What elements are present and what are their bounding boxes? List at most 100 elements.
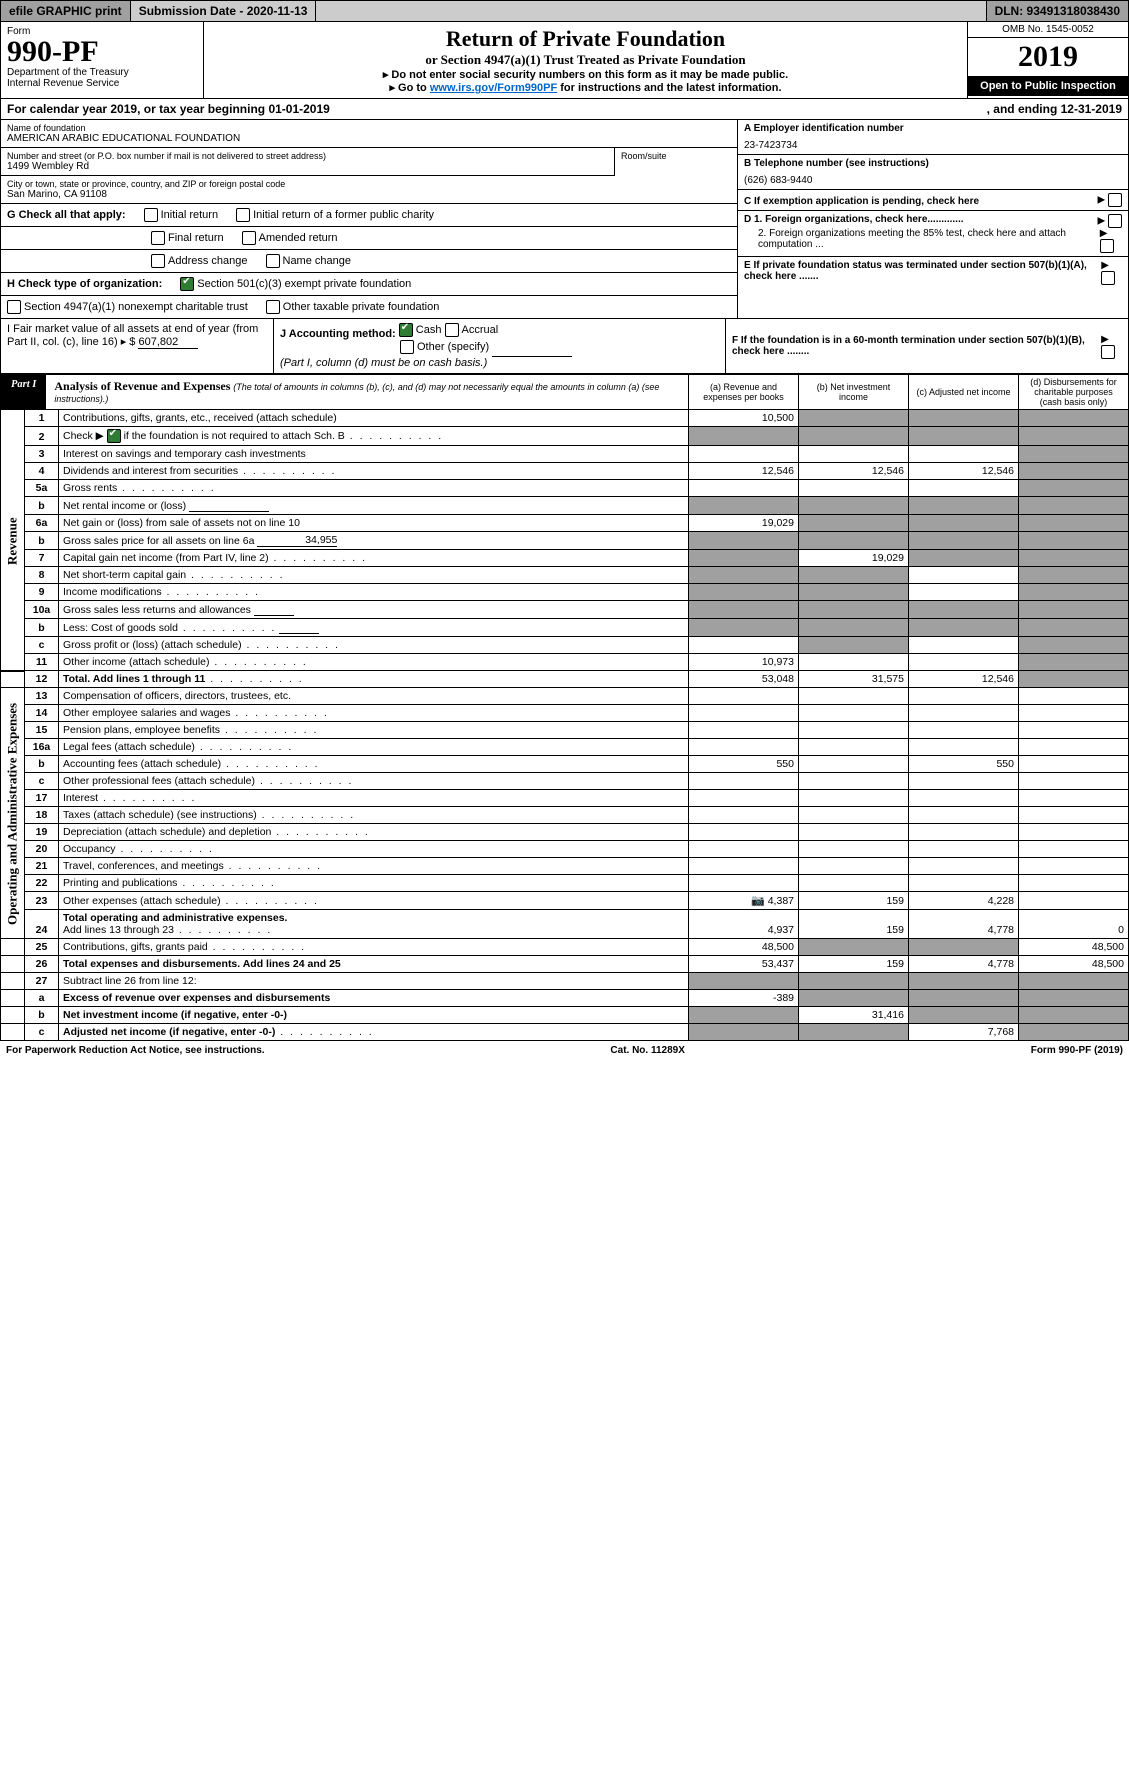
chk-sch-b[interactable]	[107, 429, 121, 443]
row-desc: Compensation of officers, directors, tru…	[59, 688, 689, 705]
cell-val: 4,937	[689, 910, 799, 939]
cell-val: 53,048	[689, 671, 799, 688]
paperwork-notice: For Paperwork Reduction Act Notice, see …	[6, 1045, 265, 1056]
e-label: E If private foundation status was termi…	[744, 260, 1101, 285]
calendar-year-row: For calendar year 2019, or tax year begi…	[0, 99, 1129, 120]
row-desc: Subtract line 26 from line 12:	[59, 973, 689, 990]
col-a-head: (a) Revenue and expenses per books	[689, 375, 799, 410]
cell-val: 19,029	[689, 515, 799, 532]
goto-line: ▸ Go to www.irs.gov/Form990PF for instru…	[214, 81, 957, 94]
form-header: Form 990-PF Department of the Treasury I…	[0, 22, 1129, 99]
row-desc: Other professional fees (attach schedule…	[59, 773, 689, 790]
irs: Internal Revenue Service	[7, 78, 197, 89]
cell-val: 10,973	[689, 654, 799, 671]
chk-amended-return[interactable]: Amended return	[242, 231, 338, 245]
chk-address-change[interactable]: Address change	[151, 254, 248, 268]
room-label: Room/suite	[621, 151, 731, 161]
chk-d2[interactable]	[1100, 239, 1114, 253]
row-desc: Taxes (attach schedule) (see instruction…	[59, 807, 689, 824]
row-num: 5a	[25, 480, 59, 497]
chk-4947a1[interactable]: Section 4947(a)(1) nonexempt charitable …	[7, 300, 248, 314]
identity-left: Name of foundation AMERICAN ARABIC EDUCA…	[1, 120, 737, 318]
chk-initial-return[interactable]: Initial return	[144, 208, 218, 222]
chk-other-method[interactable]: Other (specify)	[400, 340, 489, 354]
row-num: 16a	[25, 739, 59, 756]
row-desc: Gross sales less returns and allowances	[59, 601, 689, 619]
row-desc: Depreciation (attach schedule) and deple…	[59, 824, 689, 841]
row-num: 11	[25, 654, 59, 671]
form-number: 990-PF	[7, 37, 197, 67]
attachment-icon[interactable]: 📷	[751, 895, 765, 907]
chk-name-change[interactable]: Name change	[266, 254, 352, 268]
row-num: c	[25, 773, 59, 790]
tel-label: B Telephone number (see instructions)	[744, 158, 929, 169]
chk-e[interactable]	[1101, 271, 1115, 285]
ijf-row: I Fair market value of all assets at end…	[0, 319, 1129, 374]
foundation-name: AMERICAN ARABIC EDUCATIONAL FOUNDATION	[7, 133, 731, 144]
cell-val: 0	[1019, 910, 1129, 939]
form-ref: Form 990-PF (2019)	[1031, 1045, 1123, 1056]
top-bar: efile GRAPHIC print Submission Date - 20…	[0, 0, 1129, 22]
page-footer: For Paperwork Reduction Act Notice, see …	[0, 1041, 1129, 1060]
chk-f[interactable]	[1101, 345, 1115, 359]
ein-cell: A Employer identification number 23-7423…	[738, 120, 1128, 155]
row-desc: Legal fees (attach schedule)	[59, 739, 689, 756]
row-num: 23	[25, 892, 59, 910]
chk-other-taxable[interactable]: Other taxable private foundation	[266, 300, 440, 314]
cell-val: 10,500	[689, 410, 799, 427]
part1-tag: Part I	[1, 375, 46, 409]
row-num: 25	[25, 939, 59, 956]
row-desc: Excess of revenue over expenses and disb…	[59, 990, 689, 1007]
g-row-3: Address change Name change	[1, 250, 737, 273]
cell-val: 31,575	[799, 671, 909, 688]
row-desc: Net rental income or (loss)	[59, 497, 689, 515]
d2-label: 2. Foreign organizations meeting the 85%…	[758, 228, 1100, 253]
dept-treasury: Department of the Treasury	[7, 67, 197, 78]
chk-cash[interactable]: Cash	[399, 323, 442, 337]
d-cell: D 1. Foreign organizations, check here..…	[738, 211, 1128, 257]
cell-val: 4,778	[909, 910, 1019, 939]
city-state-zip: San Marino, CA 91108	[7, 189, 731, 200]
chk-final-return[interactable]: Final return	[151, 231, 224, 245]
chk-initial-former[interactable]: Initial return of a former public charit…	[236, 208, 434, 222]
cell-val: 159	[799, 956, 909, 973]
topbar-spacer	[316, 1, 986, 21]
chk-c[interactable]	[1108, 193, 1122, 207]
j-label: J Accounting method:	[280, 328, 396, 340]
header-center: Return of Private Foundation or Section …	[204, 22, 967, 98]
j-note: (Part I, column (d) must be on cash basi…	[280, 357, 487, 369]
row-desc: Check ▶ if the foundation is not require…	[59, 427, 689, 446]
row-desc: Gross profit or (loss) (attach schedule)	[59, 637, 689, 654]
row-desc: Interest	[59, 790, 689, 807]
ein-label: A Employer identification number	[744, 123, 904, 134]
chk-501c3[interactable]: Section 501(c)(3) exempt private foundat…	[180, 277, 411, 291]
row-desc: Interest on savings and temporary cash i…	[59, 446, 689, 463]
cell-val: 48,500	[1019, 939, 1129, 956]
efile-tag: efile GRAPHIC print	[1, 1, 131, 21]
identity-right: A Employer identification number 23-7423…	[737, 120, 1128, 318]
c-cell: C If exemption application is pending, c…	[738, 190, 1128, 211]
j-cell: J Accounting method: Cash Accrual Other …	[274, 319, 725, 373]
cell-val: 12,546	[799, 463, 909, 480]
revenue-label: Revenue	[1, 410, 25, 671]
row-desc: Accounting fees (attach schedule)	[59, 756, 689, 773]
row-desc: Printing and publications	[59, 875, 689, 892]
row-desc: Other expenses (attach schedule)	[59, 892, 689, 910]
row-desc: Total expenses and disbursements. Add li…	[59, 956, 689, 973]
chk-d1[interactable]	[1108, 214, 1122, 228]
row-desc: Contributions, gifts, grants, etc., rece…	[59, 410, 689, 427]
row-num: c	[25, 1024, 59, 1041]
row-num: b	[25, 532, 59, 550]
row-desc: Gross sales price for all assets on line…	[59, 532, 689, 550]
cell-val: 📷 4,387	[689, 892, 799, 910]
row-num: 13	[25, 688, 59, 705]
ein-value: 23-7423734	[744, 134, 1122, 151]
goto-link[interactable]: www.irs.gov/Form990PF	[430, 82, 557, 94]
row-desc: Pension plans, employee benefits	[59, 722, 689, 739]
name-label: Name of foundation	[7, 123, 731, 133]
row-num: 20	[25, 841, 59, 858]
row-desc: Other employee salaries and wages	[59, 705, 689, 722]
row-num: 27	[25, 973, 59, 990]
chk-accrual[interactable]: Accrual	[445, 323, 499, 337]
h-label: H Check type of organization:	[7, 278, 162, 290]
